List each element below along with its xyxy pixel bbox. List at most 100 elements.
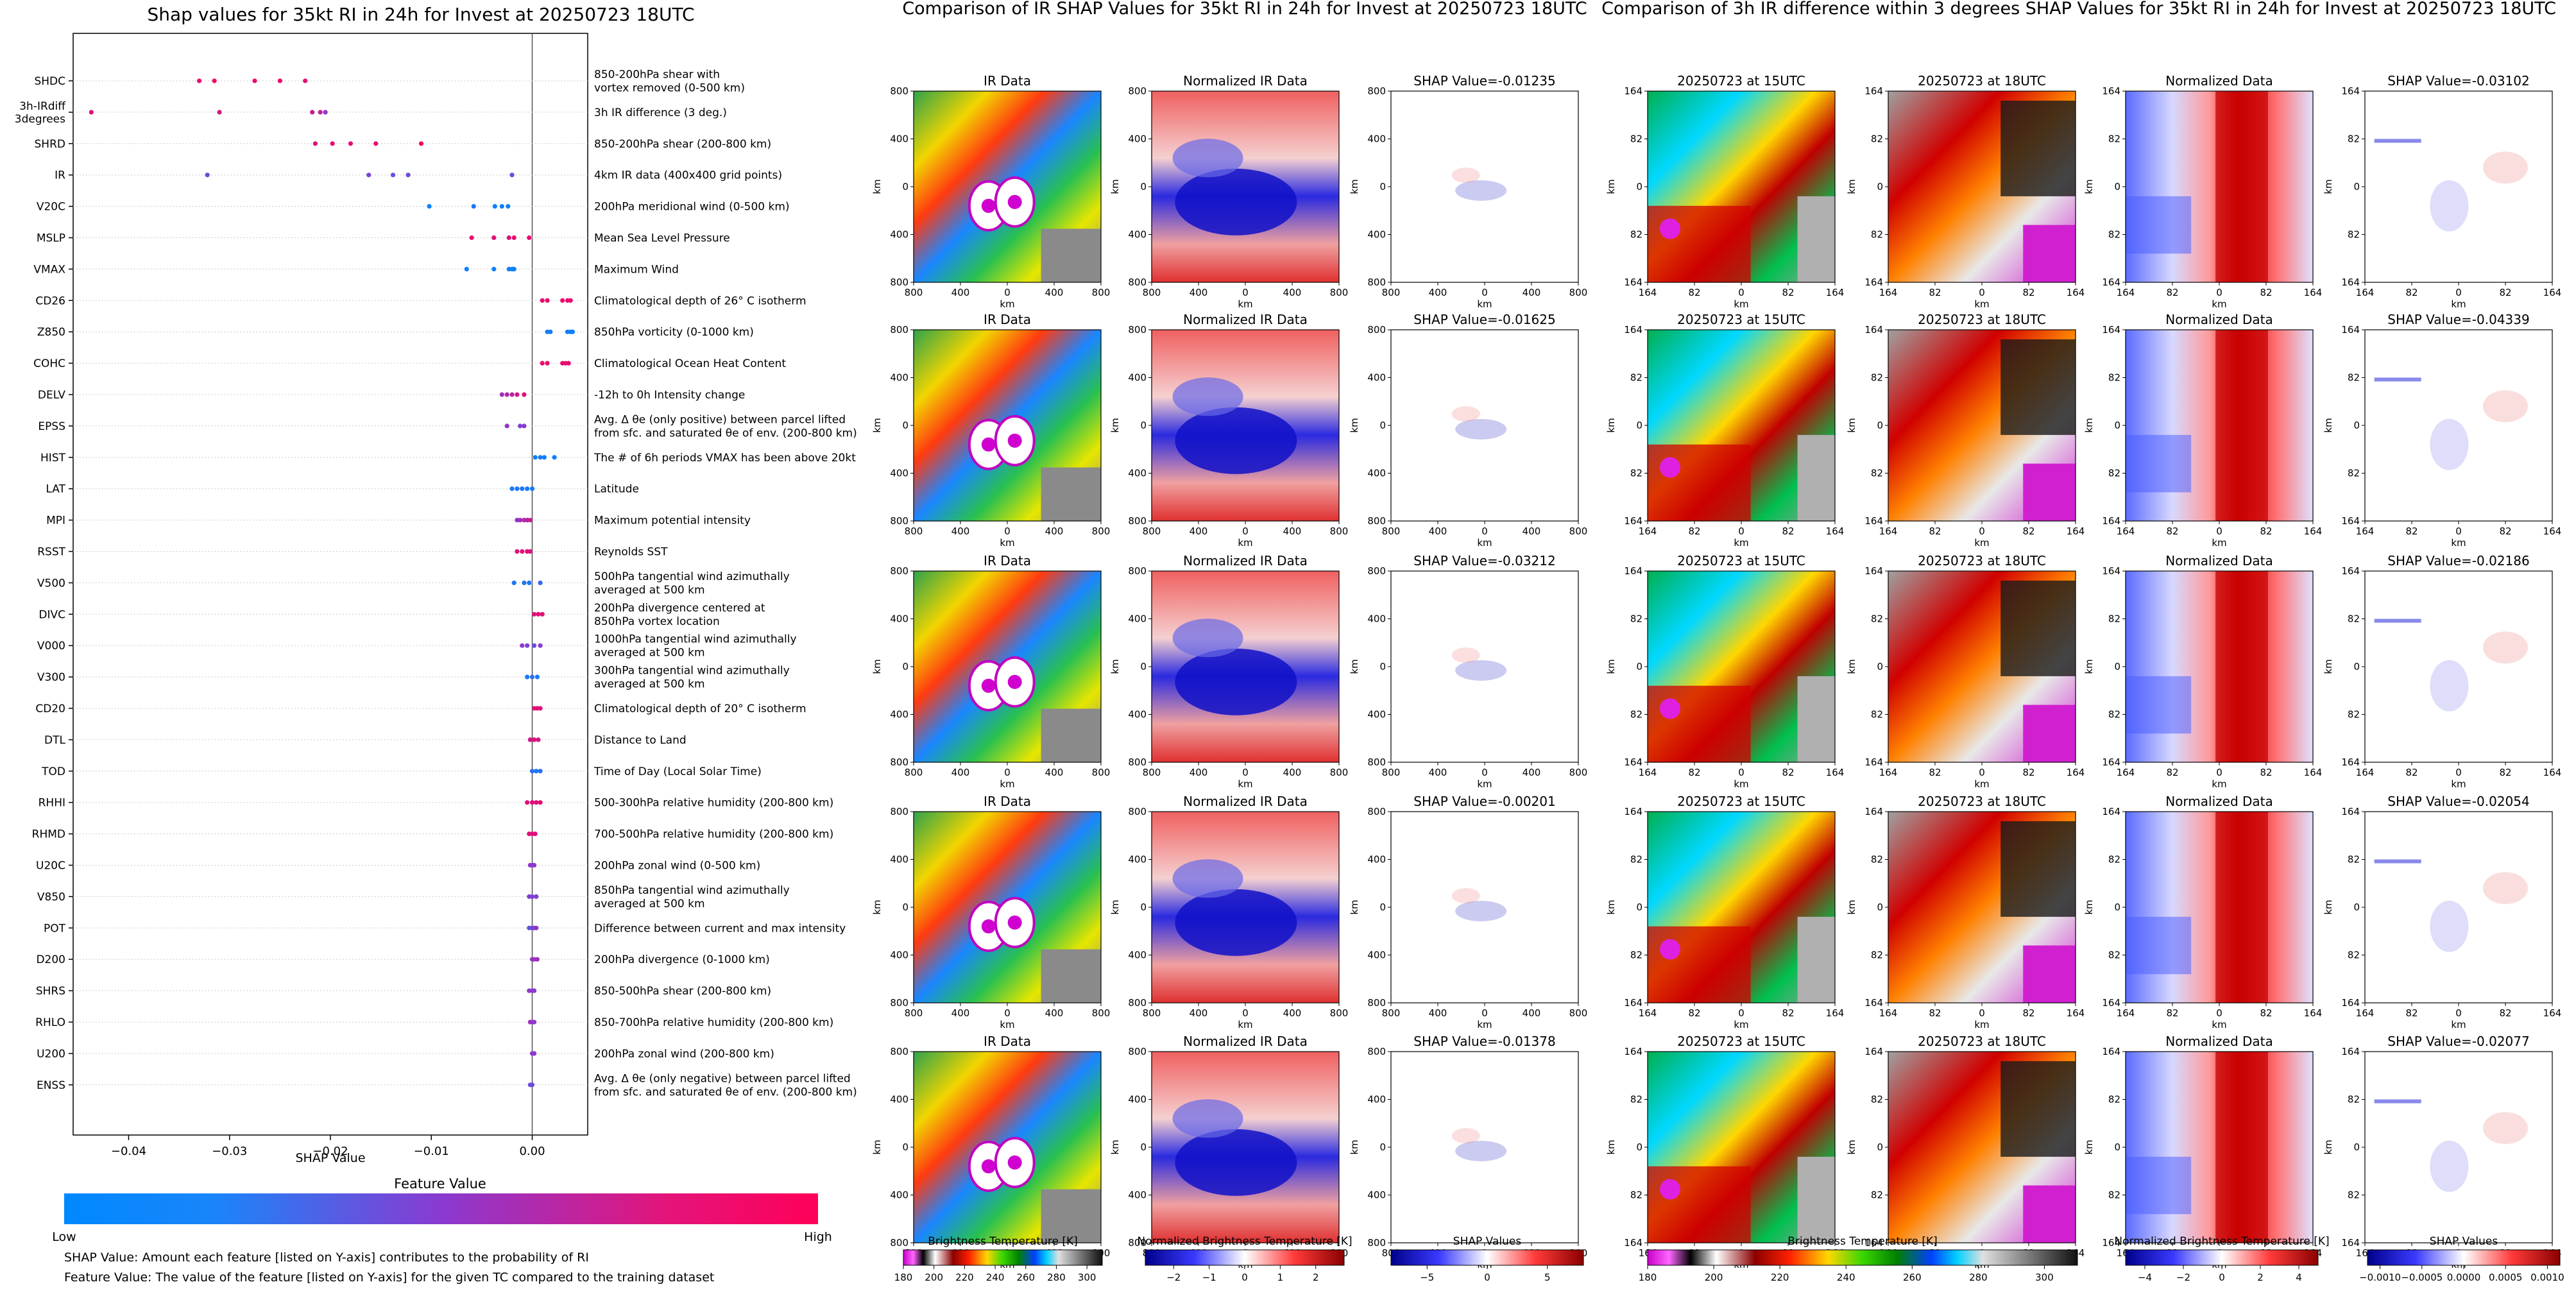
grey-region — [1797, 1156, 1835, 1243]
x-axis-label: km — [1238, 537, 1252, 549]
cold-cloud-band — [1172, 619, 1243, 658]
y-tick-label: 0 — [1140, 901, 1147, 913]
x-tick-label: 400 — [1429, 1007, 1447, 1019]
panel-title: Normalized IR Data — [1183, 794, 1308, 809]
shap-point — [529, 894, 535, 899]
y-tick-label: 82 — [2108, 133, 2120, 145]
ir-shap-colorbar: SHAP Values−5051e−5 — [1390, 1235, 1584, 1283]
y-tick-label: 0 — [1636, 420, 1642, 431]
heatmap-panel: Normalized IR Data8008004004000040040080… — [1109, 794, 1348, 1030]
y-tick-label: 82 — [2108, 1190, 2120, 1201]
x-tick-label: 82 — [1782, 1007, 1794, 1019]
y-tick-label: 164 — [2341, 806, 2360, 817]
y-tick-label: 800 — [890, 515, 908, 527]
x-tick-label: 82 — [1782, 767, 1794, 778]
shap-point — [566, 361, 571, 366]
x-tick-label: 800 — [1092, 287, 1111, 298]
y-tick-label: 164 — [1864, 515, 1883, 527]
y-tick-label: 82 — [1630, 133, 1642, 145]
x-tick-label: 400 — [951, 1007, 970, 1019]
x-tick-label: 0 — [1242, 287, 1249, 298]
y-tick-label: 82 — [2348, 229, 2360, 241]
x-tick-label: 164 — [2067, 287, 2085, 298]
feature-label: RHLO — [35, 1016, 65, 1029]
y-tick-label: 0 — [1379, 1141, 1386, 1153]
grey-region — [1797, 196, 1835, 282]
y-axis-label: km — [871, 418, 883, 432]
panel-title: Normalized IR Data — [1183, 73, 1308, 89]
y-tick-label: 800 — [1128, 324, 1147, 336]
x-tick-label: 164 — [1826, 1007, 1845, 1019]
y-tick-label: 0 — [2114, 1141, 2120, 1153]
panel-title: 20250723 at 18UTC — [1918, 1034, 2046, 1049]
feature-description: 850hPa tangential wind azimuthally — [594, 884, 790, 897]
x-tick-label: 0 — [1004, 287, 1011, 298]
feature-label: V300 — [37, 671, 65, 684]
x-tick-label: 0 — [1481, 287, 1488, 298]
panel-title: SHAP Value=-0.01378 — [1413, 1034, 1555, 1049]
shap-point — [89, 110, 94, 115]
colorbar-tick-label: 0 — [2219, 1272, 2225, 1283]
x-tick-label: 164 — [1879, 1007, 1898, 1019]
y-tick-label: 800 — [1128, 1046, 1147, 1057]
shap-point — [515, 549, 520, 554]
x-axis-label: km — [2212, 298, 2226, 310]
shap-point — [520, 643, 525, 648]
colorbar-tick-label: −5 — [1420, 1272, 1434, 1283]
shap-point — [323, 110, 328, 115]
y-tick-label: 0 — [1636, 1141, 1642, 1153]
y-tick-label: 0 — [1877, 1141, 1883, 1153]
cold-cloud-area — [1175, 889, 1297, 956]
shap-negative-streak — [2374, 139, 2421, 143]
heatmap-panel: Normalized Data1641648282008282164164kmk… — [2083, 553, 2322, 790]
cold-band — [2126, 676, 2192, 734]
y-tick-label: 400 — [1128, 950, 1147, 961]
y-tick-label: 400 — [1128, 133, 1147, 145]
heatmap-panel: 20250723 at 15UTC1641648282008282164164k… — [1605, 1034, 1844, 1270]
y-tick-label: 0 — [2114, 181, 2120, 192]
heatmap-panel: SHAP Value=-0.03212800800400400004004008… — [1349, 553, 1587, 790]
y-axis-label: km — [1605, 1140, 1617, 1154]
y-axis-label: km — [871, 179, 883, 194]
shap-point — [310, 110, 315, 115]
y-tick-label: 82 — [2108, 468, 2120, 479]
x-axis-label: km — [1000, 298, 1014, 310]
x-axis-label: km — [1477, 537, 1492, 549]
x-tick-label: 400 — [951, 287, 970, 298]
y-tick-label: 0 — [2353, 1141, 2360, 1153]
y-tick-label: 82 — [2108, 1094, 2120, 1105]
y-tick-label: 400 — [1367, 229, 1386, 241]
colorbar-tick-label: 280 — [1047, 1272, 1066, 1283]
feature-description: 4km IR data (400x400 grid points) — [594, 169, 782, 182]
colorbar-tick-label: 220 — [955, 1272, 974, 1283]
feature-description: Avg. Δ θe (only positive) between parcel… — [594, 413, 846, 426]
x-tick-label: 800 — [1143, 767, 1161, 778]
shap-point — [527, 580, 532, 586]
y-tick-label: 164 — [1624, 277, 1642, 288]
y-tick-label: 164 — [1624, 1237, 1642, 1249]
shap-definition-note: SHAP Value: Amount each feature [listed … — [64, 1251, 589, 1265]
x-tick-label: −0.03 — [212, 1145, 247, 1158]
coldest-region — [2023, 463, 2076, 521]
clear-region — [1041, 467, 1101, 521]
y-tick-label: 82 — [1630, 613, 1642, 625]
cold-band — [2126, 434, 2192, 493]
shap-point — [504, 423, 509, 429]
cold-cloud-band — [1172, 1099, 1243, 1138]
shap-background — [1391, 812, 1578, 1003]
y-axis-label: km — [1846, 1140, 1857, 1154]
heatmap-panel: SHAP Value=-0.04339164164828200828216416… — [2323, 312, 2561, 549]
shap-negative-area — [1455, 180, 1507, 201]
x-tick-label: 164 — [2067, 767, 2085, 778]
x-tick-label: 0 — [2216, 1007, 2222, 1019]
x-tick-label: 800 — [1569, 287, 1588, 298]
shap-point — [520, 549, 525, 554]
y-tick-label: 0 — [1140, 181, 1147, 192]
shap-point — [532, 643, 537, 648]
y-tick-label: 0 — [902, 181, 908, 192]
x-tick-label: 0 — [1242, 525, 1249, 537]
shap-point — [499, 204, 504, 209]
x-tick-label: 82 — [1782, 287, 1794, 298]
shap-point — [532, 611, 537, 617]
shap-point — [532, 737, 537, 742]
